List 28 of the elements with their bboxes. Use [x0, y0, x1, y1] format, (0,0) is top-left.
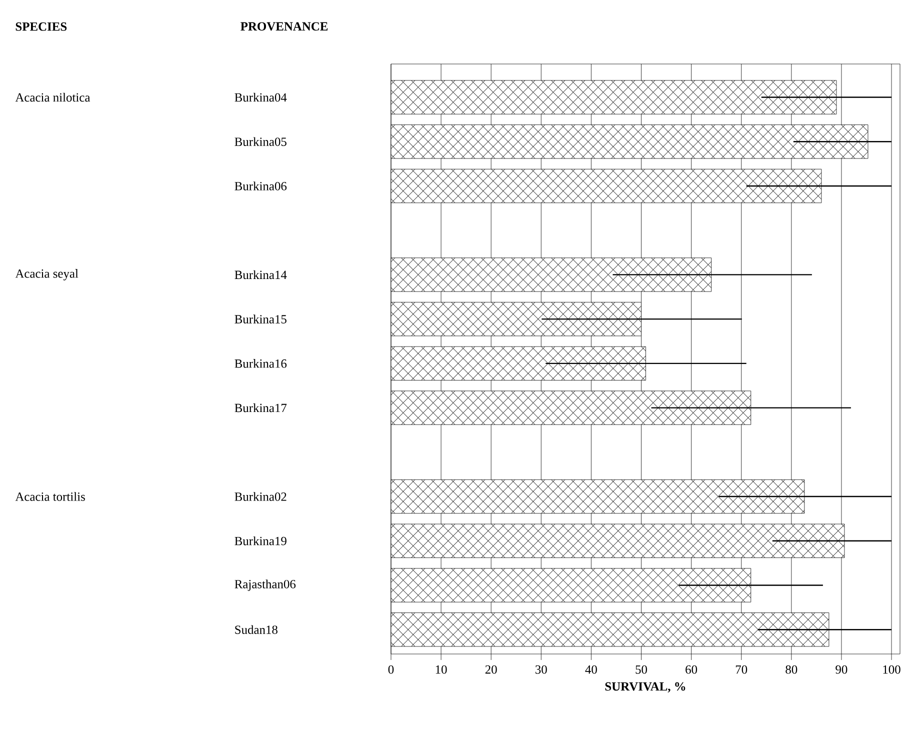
y-tick-label: Burkina19: [234, 536, 286, 546]
text: Acacia tortilis: [15, 492, 85, 501]
text: Acacia seyal: [15, 269, 78, 280]
text: Acacia nilotica: [15, 92, 90, 102]
y-tick-label: Burkina06: [234, 182, 287, 190]
y-axis-title: PROVENANCE: [240, 22, 328, 31]
text: SPECIES: [16, 22, 67, 31]
y-tick-label: Sudan18: [235, 625, 278, 634]
x-tick-label: 100: [883, 665, 900, 674]
x-tick-label: 20: [485, 665, 497, 674]
x-tick-label: 30: [536, 665, 547, 674]
y-tick-label: Burkina02: [234, 492, 286, 501]
y-tick-label: Burkina15: [234, 314, 286, 324]
y-tick-label: Burkina14: [234, 270, 287, 280]
x-tick-label: 40: [585, 665, 597, 674]
x-tick-label: 60: [686, 665, 698, 674]
y-tick-label: Rajasthan06: [234, 580, 296, 591]
y-tick-label: Burkina17: [234, 403, 287, 412]
x-tick-label: 90: [836, 665, 848, 674]
y-tick-label: Burkina04: [234, 92, 287, 102]
x-tick-label: 10: [436, 665, 447, 674]
x-tick-label: 50: [636, 665, 647, 674]
x-tick-label: 70: [736, 665, 748, 674]
x-tick-label: 0: [388, 665, 394, 674]
y-tick-label: Burkina05: [234, 137, 286, 146]
x-tick-label: 80: [786, 665, 798, 674]
y-tick-label: Burkina16: [234, 359, 287, 368]
x-axis-title: SURVIVAL, %: [605, 682, 686, 692]
